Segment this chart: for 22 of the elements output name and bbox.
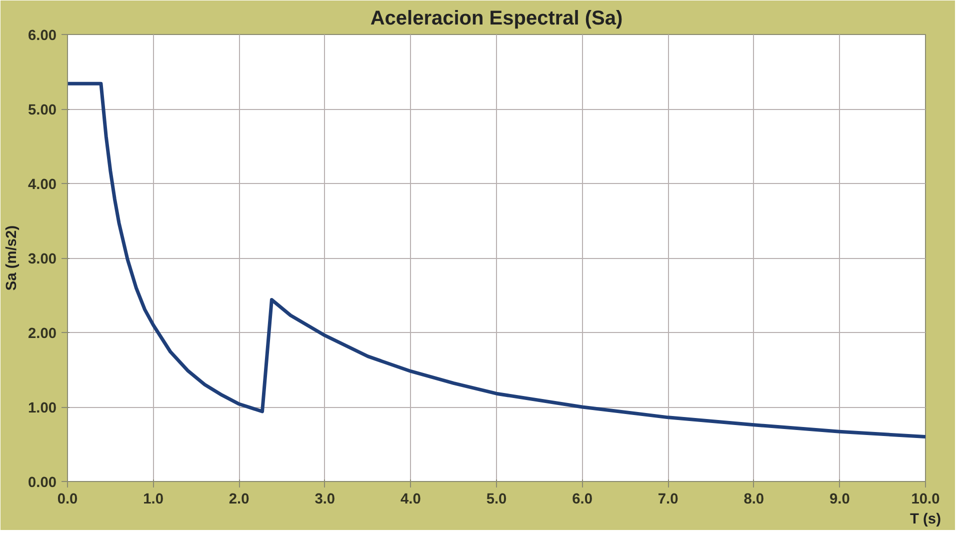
x-tick-label: 5.0 <box>486 492 507 508</box>
y-tick-label: 3.00 <box>28 252 57 268</box>
y-axis-title: Sa (m/s2) <box>4 225 20 291</box>
x-tick-label: 1.0 <box>143 492 164 508</box>
y-tick-label: 4.00 <box>28 177 57 193</box>
chart-title: Aceleracion Espectral (Sa) <box>370 8 623 30</box>
x-tick-label: 6.0 <box>572 492 592 508</box>
line-series <box>68 82 926 439</box>
y-tick-label: 1.00 <box>28 400 57 416</box>
y-tick-label: 6.00 <box>28 28 57 44</box>
x-tick-label: 3.0 <box>314 492 336 508</box>
y-tick-label: 2.00 <box>28 326 57 342</box>
y-tick-label: 5.00 <box>28 102 57 118</box>
x-tick-label: 2.0 <box>228 492 250 508</box>
x-tick-label: 8.0 <box>744 492 764 508</box>
x-tick-label: 9.0 <box>830 492 850 508</box>
y-tick-label: 0.00 <box>28 475 57 491</box>
x-tick-label: 7.0 <box>658 492 678 508</box>
x-tick-label: 4.0 <box>400 492 421 508</box>
x-tick-label: 0.0 <box>57 492 78 508</box>
x-tick-label: 10.0 <box>911 492 940 508</box>
x-axis-title: T (s) <box>910 512 942 528</box>
